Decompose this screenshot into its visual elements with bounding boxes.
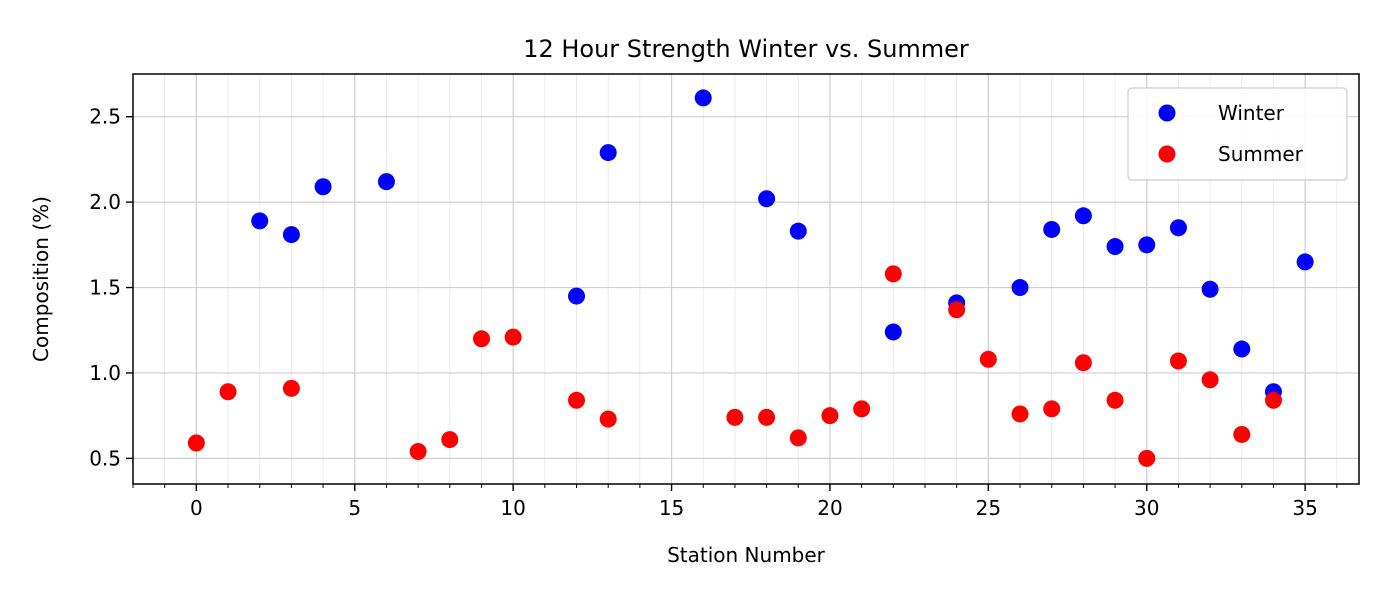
summer-point: [1138, 449, 1156, 467]
summer-point: [1233, 425, 1251, 443]
summer-point: [1074, 354, 1092, 372]
winter-point: [758, 190, 776, 208]
summer-point: [884, 265, 902, 283]
x-tick-label: 0: [190, 496, 203, 520]
summer-point: [1201, 371, 1219, 389]
summer-point: [187, 434, 205, 452]
x-axis-label: Station Number: [667, 543, 826, 567]
summer-point: [853, 400, 871, 418]
winter-point: [251, 212, 269, 230]
x-tick-label: 15: [659, 496, 684, 520]
x-tick-label: 35: [1292, 496, 1317, 520]
winter-point: [377, 173, 395, 191]
summer-point: [979, 350, 997, 368]
x-tick-label: 10: [500, 496, 525, 520]
legend-marker-winter: [1158, 104, 1176, 122]
data-points: [187, 89, 1314, 467]
x-tick-label: 5: [348, 496, 361, 520]
summer-point: [1169, 352, 1187, 370]
plot-frame: [132, 73, 1360, 485]
summer-point: [1011, 405, 1029, 423]
legend-marker-summer: [1158, 145, 1176, 163]
summer-point: [504, 328, 522, 346]
summer-point: [568, 391, 586, 409]
winter-point: [1074, 207, 1092, 225]
legend-box: [1127, 87, 1348, 181]
y-tick-label: 1.5: [89, 276, 121, 300]
legend-label-winter: Winter: [1218, 101, 1285, 125]
summer-point: [219, 383, 237, 401]
summer-point: [599, 410, 617, 428]
summer-point: [1264, 391, 1282, 409]
y-tick-label: 0.5: [89, 446, 121, 470]
axis-ticks: 0 5 10 15 20 25 30 35 0.5 1.0 1.5 2.0 2.5: [89, 105, 1338, 520]
legend: Winter Summer: [1127, 87, 1348, 181]
winter-point: [1233, 340, 1251, 358]
y-axis-label: Composition (%): [29, 196, 53, 362]
winter-point: [314, 178, 332, 196]
winter-point: [884, 323, 902, 341]
chart-title: 12 Hour Strength Winter vs. Summer: [523, 35, 969, 63]
x-tick-label: 20: [817, 496, 842, 520]
winter-point: [1169, 219, 1187, 237]
y-tick-label: 2.0: [89, 190, 121, 214]
x-tick-label: 30: [1134, 496, 1159, 520]
summer-point: [1043, 400, 1061, 418]
summer-point: [948, 301, 966, 319]
winter-point: [694, 89, 712, 107]
summer-point: [789, 429, 807, 447]
summer-point: [758, 408, 776, 426]
summer-point: [1106, 391, 1124, 409]
y-tick-label: 1.0: [89, 361, 121, 385]
winter-point: [1011, 279, 1029, 297]
winter-point: [1106, 238, 1124, 256]
winter-point: [789, 222, 807, 240]
winter-point: [282, 226, 300, 244]
x-tick-label: 25: [976, 496, 1001, 520]
winter-point: [1296, 253, 1314, 271]
summer-point: [821, 407, 839, 425]
winter-point: [1138, 236, 1156, 254]
summer-point: [441, 431, 459, 449]
summer-point: [409, 443, 427, 461]
winter-point: [599, 144, 617, 162]
winter-point: [1043, 220, 1061, 238]
winter-point: [1201, 280, 1219, 298]
winter-point: [568, 287, 586, 305]
y-tick-label: 2.5: [89, 105, 121, 129]
summer-point: [472, 330, 490, 348]
summer-point: [282, 379, 300, 397]
summer-point: [726, 408, 744, 426]
legend-label-summer: Summer: [1218, 142, 1304, 166]
